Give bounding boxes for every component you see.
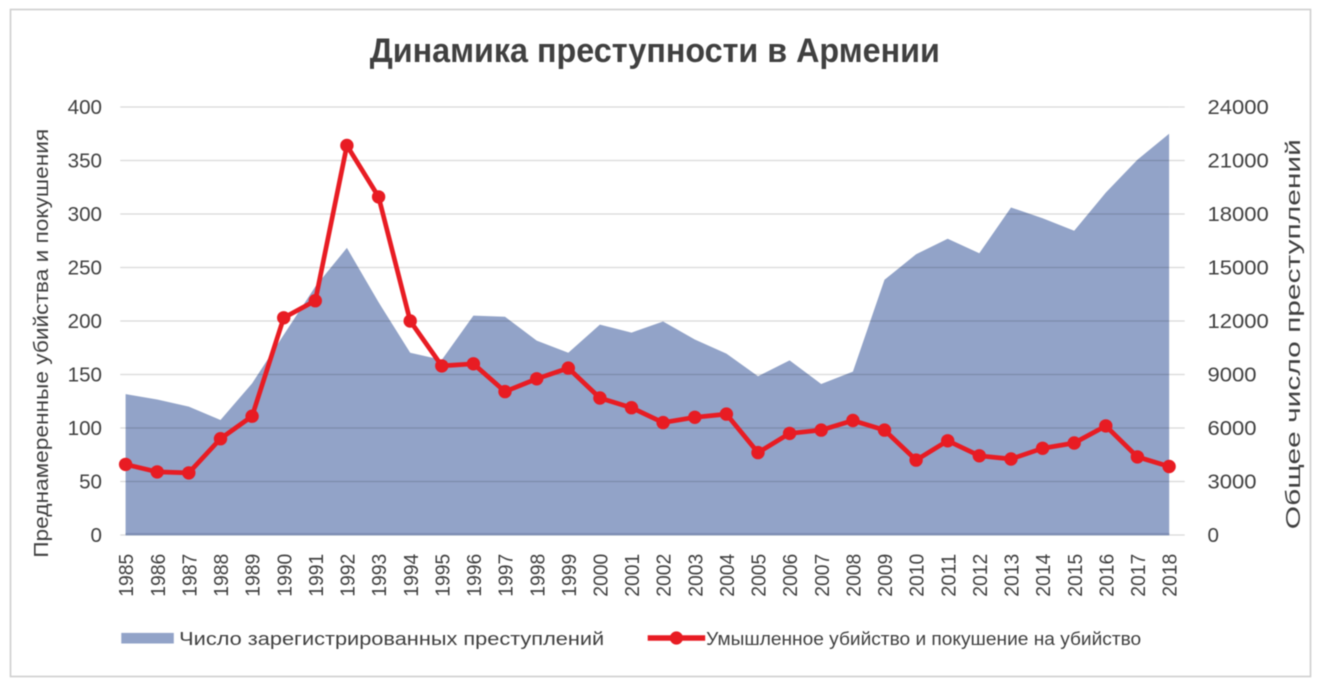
svg-text:1996: 1996 — [463, 554, 486, 597]
svg-text:150: 150 — [68, 364, 102, 387]
svg-text:1986: 1986 — [147, 554, 170, 597]
svg-text:250: 250 — [68, 257, 102, 280]
svg-text:1992: 1992 — [337, 554, 360, 597]
svg-text:Общее число преступлений: Общее число преступлений — [1282, 139, 1305, 529]
svg-text:2002: 2002 — [653, 554, 676, 597]
svg-text:2016: 2016 — [1095, 554, 1118, 597]
svg-text:21000: 21000 — [1208, 150, 1269, 173]
svg-text:9000: 9000 — [1208, 364, 1257, 387]
svg-text:1990: 1990 — [273, 554, 296, 597]
svg-text:2010: 2010 — [906, 554, 929, 597]
svg-text:1993: 1993 — [368, 554, 391, 597]
svg-text:6000: 6000 — [1208, 417, 1257, 440]
svg-text:1991: 1991 — [305, 554, 328, 597]
svg-text:Динамика преступности в Армени: Динамика преступности в Армении — [370, 32, 940, 70]
svg-text:18000: 18000 — [1208, 203, 1269, 226]
svg-text:1994: 1994 — [400, 554, 423, 597]
svg-text:2014: 2014 — [1032, 554, 1055, 597]
svg-text:1997: 1997 — [495, 554, 518, 597]
svg-text:1988: 1988 — [210, 554, 233, 597]
svg-text:0: 0 — [91, 524, 102, 547]
svg-text:200: 200 — [68, 310, 102, 333]
svg-text:2015: 2015 — [1064, 554, 1087, 597]
svg-text:2006: 2006 — [779, 554, 802, 597]
svg-text:50: 50 — [79, 471, 102, 494]
svg-text:1995: 1995 — [431, 554, 454, 597]
svg-text:3000: 3000 — [1208, 471, 1257, 494]
svg-text:24000: 24000 — [1208, 96, 1269, 119]
svg-text:2017: 2017 — [1127, 554, 1150, 597]
svg-text:15000: 15000 — [1208, 257, 1269, 280]
svg-text:2013: 2013 — [1001, 554, 1024, 597]
svg-text:Умышленное убийство и покушени: Умышленное убийство и покушение на убийс… — [706, 628, 1141, 649]
svg-text:2009: 2009 — [874, 554, 897, 597]
svg-text:0: 0 — [1208, 524, 1219, 547]
svg-text:300: 300 — [68, 203, 102, 226]
svg-text:2018: 2018 — [1159, 554, 1182, 597]
svg-text:2004: 2004 — [716, 554, 739, 597]
svg-text:12000: 12000 — [1208, 310, 1269, 333]
svg-text:2005: 2005 — [748, 554, 771, 597]
svg-text:Число зарегистрированных прест: Число зарегистрированных преступлений — [179, 628, 604, 649]
svg-text:2008: 2008 — [843, 554, 866, 597]
svg-text:1999: 1999 — [558, 554, 581, 597]
svg-text:400: 400 — [68, 96, 102, 119]
svg-text:2011: 2011 — [937, 554, 960, 597]
svg-text:1998: 1998 — [526, 554, 549, 597]
svg-text:350: 350 — [68, 150, 102, 173]
svg-text:2003: 2003 — [684, 554, 707, 597]
svg-text:1985: 1985 — [115, 554, 138, 597]
svg-text:2000: 2000 — [590, 554, 613, 597]
svg-text:1987: 1987 — [178, 554, 201, 597]
svg-text:1989: 1989 — [242, 554, 265, 597]
svg-text:100: 100 — [68, 417, 102, 440]
svg-text:2001: 2001 — [621, 554, 644, 597]
svg-text:2012: 2012 — [969, 554, 992, 597]
svg-text:Преднамеренные убийства и поку: Преднамеренные убийства и покушения — [30, 129, 53, 558]
svg-text:2007: 2007 — [811, 554, 834, 597]
